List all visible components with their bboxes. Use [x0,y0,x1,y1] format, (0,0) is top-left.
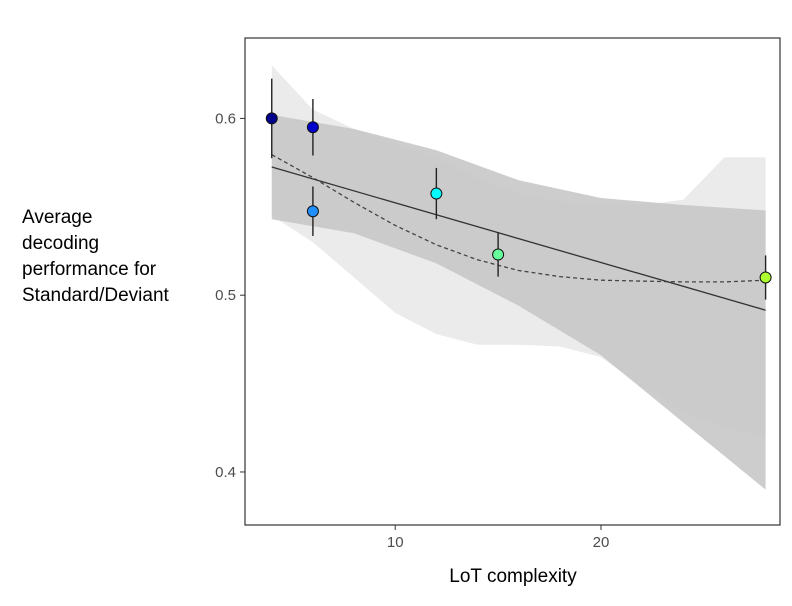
y-tick-label: 0.6 [215,110,236,127]
y-tick-label: 0.5 [215,287,236,304]
plot-frame [244,37,781,526]
linear-confidence-band [271,114,766,490]
y-tick-label: 0.4 [215,464,236,481]
quadratic-fit-line [271,154,766,283]
x-axis-label: LoT complexity [449,566,577,587]
data-points [265,112,772,284]
data-point [492,248,505,261]
y-axis-label-line: performance for [22,259,157,280]
y-axis-label-line: Average [22,207,93,228]
data-point [306,121,319,134]
y-axis-label: Average decoding performance for Standar… [22,205,212,309]
y-axis-label-line: Standard/Deviant [22,285,169,306]
confidence-bands [271,65,766,490]
x-axis-ticks: 10 20 [387,525,609,551]
data-point [265,112,278,125]
data-point [306,205,319,218]
x-tick-label: 10 [387,534,404,551]
y-axis-label-line: decoding [22,233,100,254]
data-point [430,187,443,200]
linear-fit-line [271,166,766,311]
x-tick-label: 20 [593,534,610,551]
fit-lines [271,154,766,311]
y-axis-ticks: 0.6 0.5 0.4 [215,110,245,481]
data-point [759,271,772,284]
